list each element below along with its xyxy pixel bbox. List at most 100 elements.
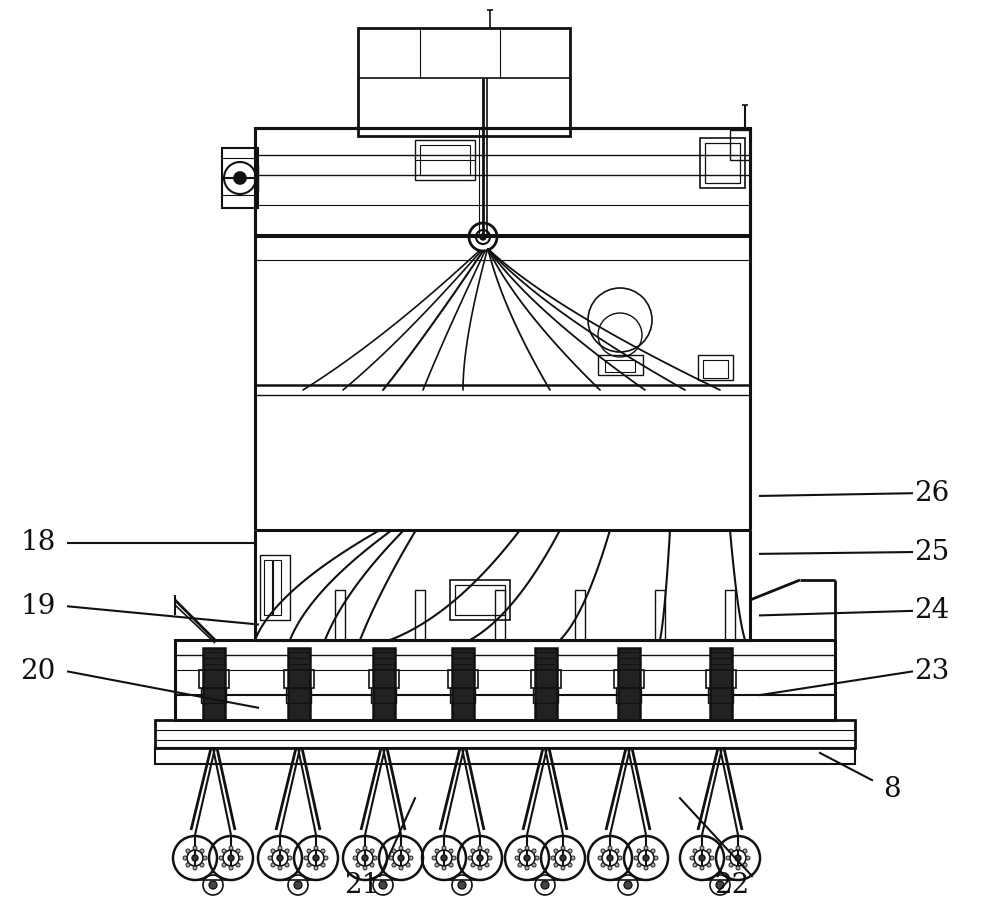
Circle shape (608, 866, 612, 870)
Circle shape (477, 855, 483, 861)
Circle shape (699, 855, 705, 861)
Circle shape (321, 849, 325, 853)
Circle shape (618, 856, 622, 860)
Circle shape (598, 856, 602, 860)
Circle shape (234, 172, 246, 184)
Circle shape (313, 855, 319, 861)
Circle shape (554, 849, 558, 853)
Text: 19: 19 (20, 593, 56, 620)
Bar (420, 145, 470, 175)
Circle shape (693, 863, 697, 867)
Circle shape (392, 849, 396, 853)
Circle shape (541, 881, 549, 889)
Circle shape (219, 856, 223, 860)
Circle shape (183, 856, 187, 860)
Circle shape (203, 856, 207, 860)
Circle shape (268, 856, 272, 860)
Circle shape (478, 846, 482, 850)
Circle shape (515, 856, 519, 860)
Circle shape (321, 863, 325, 867)
Text: 20: 20 (20, 658, 56, 685)
Bar (199, 670, 229, 688)
Circle shape (236, 863, 240, 867)
Circle shape (435, 849, 439, 853)
Bar (598, 355, 643, 375)
Bar (335, 590, 345, 640)
Circle shape (398, 855, 404, 861)
Circle shape (307, 863, 311, 867)
Bar (535, 648, 557, 720)
Circle shape (222, 849, 226, 853)
Circle shape (229, 846, 233, 850)
Text: 21: 21 (344, 872, 380, 899)
Circle shape (363, 846, 367, 850)
Circle shape (379, 881, 387, 889)
Text: 26: 26 (914, 480, 950, 507)
Circle shape (314, 846, 318, 850)
Circle shape (277, 855, 283, 861)
Circle shape (716, 881, 724, 889)
Circle shape (362, 855, 368, 861)
Circle shape (726, 856, 730, 860)
Bar (618, 648, 640, 720)
Circle shape (710, 856, 714, 860)
Circle shape (435, 863, 439, 867)
Bar (155, 720, 855, 748)
Bar (369, 670, 399, 688)
Circle shape (278, 866, 282, 870)
Circle shape (601, 863, 605, 867)
Text: 18: 18 (20, 529, 56, 557)
Circle shape (624, 881, 632, 889)
Bar (273, 560, 281, 615)
Circle shape (551, 856, 555, 860)
Circle shape (478, 866, 482, 870)
Circle shape (356, 863, 360, 867)
Circle shape (601, 849, 605, 853)
Circle shape (432, 856, 436, 860)
Bar (655, 590, 665, 640)
Bar (708, 688, 733, 703)
Circle shape (615, 863, 619, 867)
Bar (705, 143, 740, 183)
Circle shape (729, 849, 733, 853)
Circle shape (561, 846, 565, 850)
Circle shape (525, 866, 529, 870)
Circle shape (525, 846, 529, 850)
Circle shape (532, 863, 536, 867)
Circle shape (458, 881, 466, 889)
Circle shape (363, 866, 367, 870)
Circle shape (449, 863, 453, 867)
Circle shape (485, 849, 489, 853)
Circle shape (607, 855, 613, 861)
Circle shape (736, 866, 740, 870)
Circle shape (568, 849, 572, 853)
Bar (495, 590, 505, 640)
Circle shape (356, 849, 360, 853)
Bar (255, 128, 750, 236)
Circle shape (399, 866, 403, 870)
Bar (371, 688, 396, 703)
Circle shape (442, 846, 446, 850)
Bar (415, 140, 475, 180)
Text: 22: 22 (714, 872, 750, 899)
Circle shape (485, 863, 489, 867)
Circle shape (239, 856, 243, 860)
Text: 25: 25 (914, 538, 950, 566)
Circle shape (743, 849, 747, 853)
Bar (452, 648, 474, 720)
Circle shape (700, 866, 704, 870)
Bar (203, 648, 225, 720)
Bar (614, 670, 644, 688)
Bar (260, 555, 290, 620)
Circle shape (228, 855, 234, 861)
Circle shape (399, 846, 403, 850)
Circle shape (186, 863, 190, 867)
Bar (448, 670, 478, 688)
Circle shape (560, 855, 566, 861)
Bar (533, 688, 558, 703)
Circle shape (353, 856, 357, 860)
Circle shape (651, 849, 655, 853)
Circle shape (193, 866, 197, 870)
Circle shape (561, 866, 565, 870)
Circle shape (651, 863, 655, 867)
